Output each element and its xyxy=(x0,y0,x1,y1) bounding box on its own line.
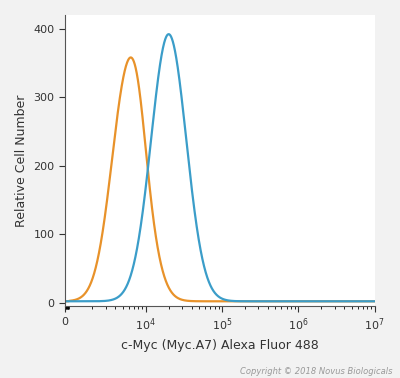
Y-axis label: Relative Cell Number: Relative Cell Number xyxy=(15,94,28,227)
Text: Copyright © 2018 Novus Biologicals: Copyright © 2018 Novus Biologicals xyxy=(240,367,392,376)
X-axis label: c-Myc (Myc.A7) Alexa Fluor 488: c-Myc (Myc.A7) Alexa Fluor 488 xyxy=(121,339,319,352)
